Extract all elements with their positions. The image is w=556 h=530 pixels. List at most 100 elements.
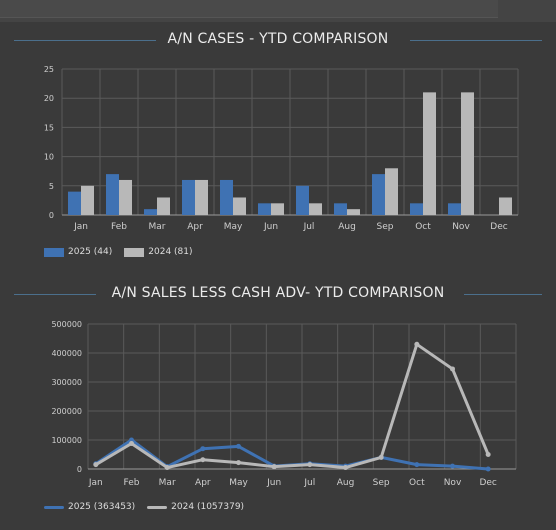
- sales-chart-title: A/N SALES LESS CASH ADV- YTD COMPARISON: [0, 285, 556, 301]
- legend-item-2024-sales[interactable]: 2024 (1057379): [147, 502, 244, 512]
- point-2024-jan[interactable]: [93, 462, 99, 468]
- y-tick-label: 500000: [51, 320, 82, 329]
- legend-swatch-2025: [44, 247, 64, 257]
- legend-line-2025: [44, 505, 64, 509]
- legend-total-2024: (81): [174, 247, 193, 257]
- sales-line-chart: 0 100000 200000 300000 400000 500000 Jan Feb Mar…: [51, 320, 517, 488]
- bar-2024-may[interactable]: [233, 197, 246, 215]
- x-tick-label: Sep: [377, 222, 394, 232]
- legend-line-2024: [147, 505, 168, 509]
- x-tick-label: Feb: [124, 478, 140, 488]
- legend-swatch-2024: [124, 247, 145, 257]
- x-tick-label: Feb: [111, 222, 127, 232]
- x-tick-label: Sep: [373, 478, 390, 488]
- y-tick-label: 400000: [51, 349, 82, 358]
- point-2024-may[interactable]: [236, 460, 241, 466]
- point-2024-aug[interactable]: [343, 465, 348, 471]
- point-2024-jun[interactable]: [271, 464, 277, 470]
- bar-2025-sep[interactable]: [372, 174, 385, 215]
- x-tick-label: Apr: [195, 478, 211, 488]
- x-tick-label: Aug: [338, 222, 356, 232]
- x-tick-label: May: [224, 222, 243, 232]
- cases-chart-title-text: A/N CASES - YTD COMPARISON: [155, 31, 401, 47]
- bar-2024-apr[interactable]: [195, 179, 208, 215]
- point-2025-feb[interactable]: [129, 437, 134, 443]
- point-2025-oct[interactable]: [414, 462, 420, 468]
- x-tick-label: Oct: [409, 478, 425, 488]
- x-tick-label: Dec: [490, 222, 507, 232]
- title-rule-right: [410, 40, 542, 41]
- y-tick-label: 100000: [51, 436, 82, 445]
- x-tick-label: Aug: [337, 478, 355, 488]
- bar-2024-mar[interactable]: [157, 197, 170, 215]
- y-tick-label: 25: [44, 65, 54, 74]
- x-tick-label: Apr: [187, 222, 203, 232]
- bar-2024-jun[interactable]: [271, 203, 284, 215]
- point-2025-apr[interactable]: [200, 446, 206, 452]
- point-2024-nov[interactable]: [450, 366, 455, 372]
- bar-2025-jan[interactable]: [68, 191, 81, 215]
- bar-2025-may[interactable]: [220, 179, 233, 215]
- title-rule-left: [14, 40, 164, 41]
- bar-2025-oct[interactable]: [410, 203, 423, 215]
- legend-item-2025-sales[interactable]: 2025 (363453): [44, 502, 135, 512]
- y-tick-label: 20: [44, 94, 54, 103]
- point-2024-mar[interactable]: [164, 465, 170, 471]
- legend-item-2025[interactable]: 2025 (44): [44, 247, 112, 257]
- cases-legend: 2025 (44) 2024 (81): [44, 247, 205, 257]
- sales-chart-title-text: A/N SALES LESS CASH ADV- YTD COMPARISON: [99, 285, 457, 301]
- point-2024-oct[interactable]: [414, 341, 420, 347]
- x-tick-label: Nov: [452, 222, 470, 232]
- point-2024-apr[interactable]: [200, 457, 206, 463]
- point-2025-may[interactable]: [236, 443, 241, 449]
- point-2024-feb[interactable]: [129, 440, 134, 446]
- bar-2025-jul[interactable]: [296, 185, 309, 215]
- x-tick-label: Mar: [149, 222, 166, 232]
- bar-2024-dec[interactable]: [499, 197, 512, 215]
- bar-2024-oct[interactable]: [423, 92, 436, 215]
- x-tick-label: Oct: [415, 222, 431, 232]
- sales-legend: 2025 (363453) 2024 (1057379): [44, 502, 256, 512]
- bar-2025-nov[interactable]: [448, 203, 461, 215]
- legend-total-2025: (44): [93, 247, 113, 257]
- bar-2025-jun[interactable]: [258, 203, 271, 215]
- y-tick-label: 300000: [51, 378, 82, 387]
- point-2025-dec[interactable]: [485, 466, 491, 472]
- x-tick-label: Jun: [266, 478, 281, 488]
- cases-chart-title: A/N CASES - YTD COMPARISON: [0, 31, 556, 47]
- bar-2024-feb[interactable]: [119, 179, 132, 215]
- bar-2025-mar[interactable]: [144, 209, 157, 215]
- x-tick-label: Dec: [479, 478, 496, 488]
- title-rule-right-2: [464, 294, 542, 295]
- bar-2024-nov[interactable]: [461, 92, 474, 215]
- title-rule-left-2: [14, 294, 96, 295]
- point-2024-jul[interactable]: [307, 462, 313, 468]
- bar-2025-apr[interactable]: [182, 179, 195, 215]
- x-tick-label: Jul: [303, 478, 315, 488]
- bar-2024-jul[interactable]: [309, 203, 322, 215]
- y-tick-label: 10: [44, 153, 54, 162]
- x-tick-label: Jan: [73, 222, 88, 232]
- x-tick-label: Mar: [159, 478, 176, 488]
- point-2025-nov[interactable]: [450, 463, 455, 469]
- bar-2024-aug[interactable]: [347, 209, 360, 215]
- x-tick-label: Jan: [88, 478, 103, 488]
- y-tick-label: 5: [49, 182, 54, 191]
- bar-2024-sep[interactable]: [385, 168, 398, 215]
- point-2024-sep[interactable]: [378, 454, 384, 460]
- top-tab[interactable]: [0, 0, 498, 18]
- bar-2025-aug[interactable]: [334, 203, 347, 215]
- x-tick-label: Nov: [444, 478, 462, 488]
- bar-2025-feb[interactable]: [106, 174, 119, 215]
- legend-label-2025-sales: 2025: [68, 502, 91, 512]
- legend-label-2024: 2024: [148, 247, 172, 257]
- series-line-2024[interactable]: [95, 342, 490, 470]
- y-tick-label: 0: [77, 465, 82, 474]
- y-tick-label: 0: [49, 211, 54, 220]
- legend-item-2024[interactable]: 2024 (81): [124, 247, 193, 257]
- cases-bar-chart: 0 5 10 15 20 25 Jan Feb Mar Apr May Jun Jul Aug Sep Oct…: [44, 65, 519, 232]
- bar-2024-jan[interactable]: [81, 185, 94, 215]
- x-tick-label: May: [229, 478, 248, 488]
- y-tick-label: 15: [44, 123, 54, 132]
- point-2024-dec[interactable]: [485, 452, 491, 457]
